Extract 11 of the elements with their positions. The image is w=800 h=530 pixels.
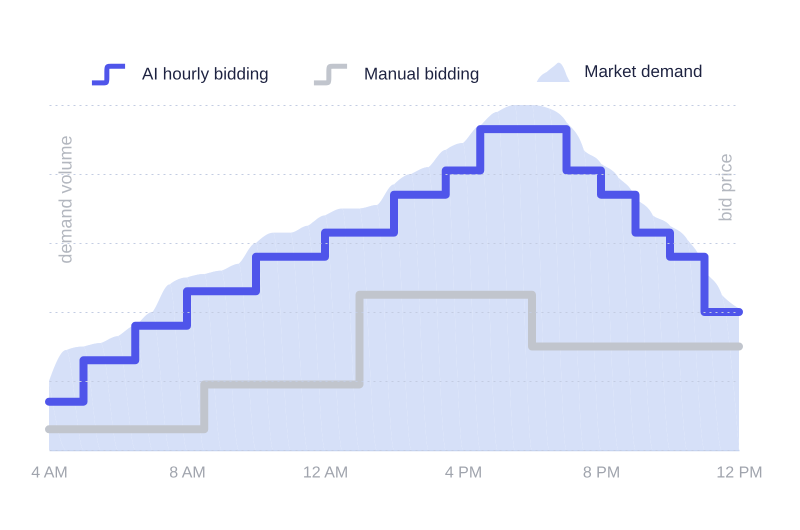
legend-label: Market demand [584,62,702,81]
x-tick-label: 4 AM [31,464,68,482]
y-axis-title: demand volume [56,136,76,264]
x-tick-label: 8 PM [582,464,620,482]
legend-label: Manual bidding [364,64,480,84]
legend-label: AI hourly bidding [142,64,269,84]
x-tick-label: 4 PM [444,464,482,482]
x-tick-label: 12 PM [716,464,763,482]
y2-axis-title: bid price [716,154,736,222]
x-tick-label: 8 AM [169,464,206,482]
x-tick-label: 12 AM [302,464,348,482]
